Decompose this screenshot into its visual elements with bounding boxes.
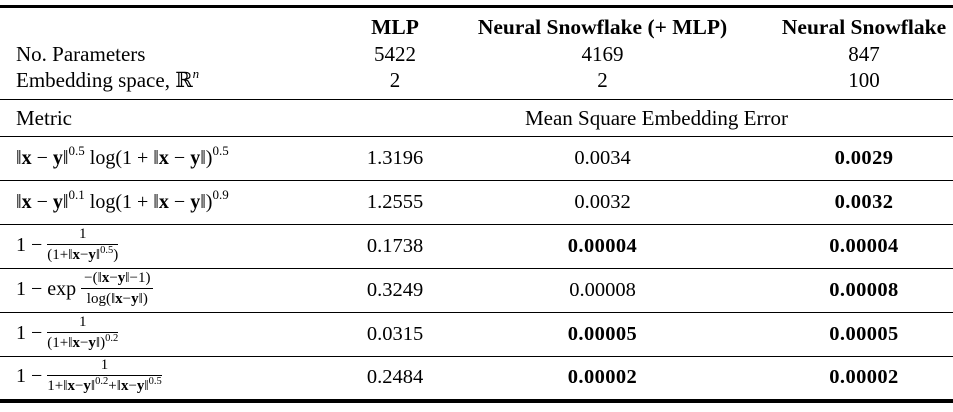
metric-row: ‖x − y‖0.1 log(1 + ‖x − y‖)0.9 1.2555 0.… bbox=[0, 181, 953, 225]
paper-table-container: MLP Neural Snowflake (+ MLP) Neural Snow… bbox=[0, 5, 953, 403]
value-cell-neural-snowflake-mlp: 0.00008 bbox=[569, 279, 636, 301]
value-cell-mlp: 0.2484 bbox=[366, 366, 424, 389]
metric-column-label: Metric bbox=[16, 105, 72, 130]
value-cell-mlp: 1.3196 bbox=[366, 147, 424, 169]
value-cell-neural-snowflake-mlp: 0.00005 bbox=[567, 323, 638, 345]
value-cell-neural-snowflake: 100 bbox=[848, 68, 880, 92]
metric-formula-cell: ‖x − y‖0.1 log(1 + ‖x − y‖)0.9 bbox=[16, 187, 229, 213]
empty-corner-cell bbox=[0, 7, 360, 41]
value-cell-neural-snowflake-mlp: 0.00004 bbox=[567, 235, 638, 257]
metric-formula-cell: 1 − 1 1+‖x−y‖0.2+‖x−y‖0.5 bbox=[16, 357, 162, 395]
value-cell-neural-snowflake: 0.0032 bbox=[834, 191, 894, 213]
value-cell-mlp: 2 bbox=[389, 68, 401, 92]
value-cell-neural-snowflake: 0.0029 bbox=[834, 147, 894, 169]
row-label-embedding-space: Embedding space, ℝn bbox=[16, 66, 200, 92]
value-cell-neural-snowflake: 0.00008 bbox=[829, 279, 899, 301]
value-cell-neural-snowflake-mlp: 4169 bbox=[581, 41, 624, 66]
value-cell-neural-snowflake: 0.00002 bbox=[829, 366, 899, 389]
metric-formula-cell: 1 − exp −(‖x−y‖−1) log(‖x−y‖) bbox=[0, 269, 360, 313]
row-label-no-parameters: No. Parameters bbox=[16, 41, 146, 66]
value-cell-mlp: 1.2555 bbox=[366, 191, 424, 213]
metric-row: 1 − 1 1+‖x−y‖0.2+‖x−y‖0.5 0.2484 0.00002 … bbox=[0, 357, 953, 401]
value-cell-neural-snowflake-mlp: 0.0032 bbox=[574, 191, 631, 213]
col-header-neural-snowflake-mlp: Neural Snowflake (+ MLP) bbox=[477, 15, 728, 39]
col-header-neural-snowflake: Neural Snowflake bbox=[781, 15, 947, 39]
value-cell-mlp: 0.3249 bbox=[366, 279, 424, 301]
value-cell-neural-snowflake: 0.00004 bbox=[829, 235, 899, 257]
results-table: MLP Neural Snowflake (+ MLP) Neural Snow… bbox=[0, 5, 953, 403]
param-row-parameters: No. Parameters 5422 4169 847 bbox=[0, 40, 953, 68]
metric-row: 1 − 1 (1+‖x−y‖0.5) 0.1738 0.00004 0.00004 bbox=[0, 225, 953, 269]
metric-formula-cell: 1 − 1 (1+‖x−y‖)0.2 bbox=[16, 314, 119, 351]
value-cell-mlp: 5422 bbox=[374, 41, 416, 66]
metric-row: ‖x − y‖0.5 log(1 + ‖x − y‖)0.5 1.3196 0.… bbox=[0, 137, 953, 181]
value-cell-neural-snowflake: 0.00005 bbox=[829, 323, 899, 345]
col-header-mlp: MLP bbox=[371, 15, 419, 39]
value-cell-neural-snowflake: 847 bbox=[848, 41, 880, 66]
value-cell-mlp: 0.0315 bbox=[366, 323, 424, 345]
param-row-embedding-space: Embedding space, ℝn 2 2 100 bbox=[0, 66, 953, 100]
metric-formula-cell: 1 − 1 (1+‖x−y‖0.5) bbox=[16, 226, 119, 263]
metric-header-row: Metric Mean Square Embedding Error bbox=[0, 99, 953, 137]
mean-square-embedding-error-header: Mean Square Embedding Error bbox=[524, 105, 788, 130]
value-cell-neural-snowflake-mlp: 0.00002 bbox=[567, 366, 638, 389]
value-cell-mlp: 0.1738 bbox=[366, 235, 424, 257]
value-cell-neural-snowflake-mlp: 0.0034 bbox=[574, 147, 631, 169]
value-cell-neural-snowflake-mlp: 2 bbox=[597, 68, 608, 92]
column-header-row: MLP Neural Snowflake (+ MLP) Neural Snow… bbox=[0, 7, 953, 41]
metric-formula-cell: ‖x − y‖0.5 log(1 + ‖x − y‖)0.5 bbox=[16, 143, 229, 169]
metric-row: 1 − exp −(‖x−y‖−1) log(‖x−y‖) 0.3249 0.00… bbox=[0, 269, 953, 313]
metric-row: 1 − 1 (1+‖x−y‖)0.2 0.0315 0.00005 0.00005 bbox=[0, 313, 953, 357]
